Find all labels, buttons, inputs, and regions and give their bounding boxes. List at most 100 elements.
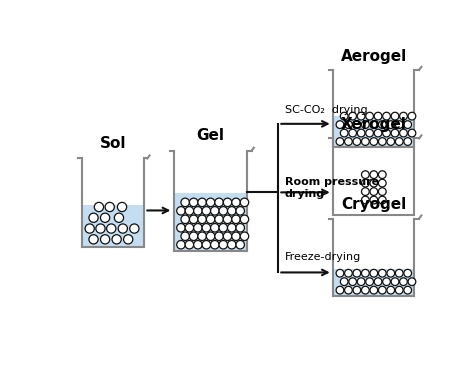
Text: SC-CO₂  drying: SC-CO₂ drying	[284, 105, 367, 115]
Circle shape	[357, 112, 365, 120]
Circle shape	[228, 207, 236, 215]
Circle shape	[362, 269, 369, 277]
Circle shape	[198, 232, 206, 240]
Circle shape	[215, 198, 223, 207]
Circle shape	[362, 138, 369, 145]
Circle shape	[378, 171, 386, 178]
Text: Freeze-drying: Freeze-drying	[284, 252, 361, 262]
Circle shape	[370, 188, 378, 196]
Circle shape	[219, 207, 228, 215]
Circle shape	[210, 207, 219, 215]
Circle shape	[353, 121, 361, 128]
Circle shape	[387, 121, 395, 128]
Circle shape	[89, 235, 98, 244]
Circle shape	[94, 202, 103, 211]
Circle shape	[194, 207, 202, 215]
Circle shape	[223, 198, 232, 207]
Circle shape	[345, 121, 352, 128]
Circle shape	[345, 286, 352, 294]
Circle shape	[89, 213, 98, 222]
Circle shape	[374, 129, 382, 137]
Circle shape	[391, 129, 399, 137]
Circle shape	[206, 198, 215, 207]
Circle shape	[107, 224, 116, 233]
Circle shape	[232, 198, 240, 207]
Circle shape	[349, 278, 356, 286]
Bar	[334, 116, 413, 147]
Circle shape	[366, 278, 374, 286]
Circle shape	[190, 232, 198, 240]
Circle shape	[236, 207, 245, 215]
Circle shape	[105, 202, 114, 211]
Bar	[334, 269, 413, 296]
Circle shape	[370, 179, 378, 187]
Circle shape	[240, 232, 249, 240]
Circle shape	[202, 240, 210, 249]
Circle shape	[362, 286, 369, 294]
Text: Aerogel: Aerogel	[341, 49, 407, 64]
Circle shape	[408, 129, 416, 137]
Circle shape	[400, 112, 407, 120]
Circle shape	[378, 188, 386, 196]
Circle shape	[353, 138, 361, 145]
Circle shape	[223, 215, 232, 224]
Circle shape	[357, 129, 365, 137]
Circle shape	[383, 278, 391, 286]
Circle shape	[400, 129, 407, 137]
Circle shape	[190, 198, 198, 207]
Circle shape	[387, 138, 395, 145]
Circle shape	[181, 232, 190, 240]
Circle shape	[198, 215, 206, 224]
Circle shape	[395, 286, 403, 294]
Circle shape	[228, 240, 236, 249]
Circle shape	[100, 213, 109, 222]
Text: Xerogel: Xerogel	[341, 117, 407, 132]
Circle shape	[374, 278, 382, 286]
Circle shape	[400, 278, 407, 286]
Circle shape	[378, 286, 386, 294]
Circle shape	[370, 286, 378, 294]
Text: Room pressure
drying: Room pressure drying	[284, 177, 379, 198]
Circle shape	[362, 196, 369, 204]
Circle shape	[378, 196, 386, 204]
Circle shape	[391, 112, 399, 120]
Circle shape	[223, 232, 232, 240]
Circle shape	[202, 224, 210, 232]
Circle shape	[118, 224, 128, 233]
Circle shape	[349, 129, 356, 137]
Circle shape	[236, 224, 245, 232]
Circle shape	[215, 215, 223, 224]
Circle shape	[96, 224, 105, 233]
Circle shape	[366, 129, 374, 137]
Circle shape	[362, 179, 369, 187]
Circle shape	[362, 171, 369, 178]
Circle shape	[219, 224, 228, 232]
Circle shape	[190, 215, 198, 224]
Circle shape	[206, 215, 215, 224]
Circle shape	[228, 224, 236, 232]
Bar	[83, 205, 143, 247]
Circle shape	[370, 196, 378, 204]
Circle shape	[345, 138, 352, 145]
Circle shape	[374, 112, 382, 120]
Circle shape	[215, 232, 223, 240]
Circle shape	[177, 224, 185, 232]
Circle shape	[240, 215, 249, 224]
Circle shape	[404, 286, 411, 294]
Circle shape	[198, 198, 206, 207]
Circle shape	[118, 202, 127, 211]
Circle shape	[353, 286, 361, 294]
Bar	[175, 193, 246, 251]
Circle shape	[336, 138, 344, 145]
Circle shape	[395, 138, 403, 145]
Circle shape	[378, 138, 386, 145]
Circle shape	[357, 278, 365, 286]
Circle shape	[232, 215, 240, 224]
Circle shape	[177, 207, 185, 215]
Circle shape	[177, 240, 185, 249]
Circle shape	[391, 278, 399, 286]
Circle shape	[336, 269, 344, 277]
Text: Cryogel: Cryogel	[341, 197, 406, 212]
Circle shape	[206, 232, 215, 240]
Circle shape	[349, 112, 356, 120]
